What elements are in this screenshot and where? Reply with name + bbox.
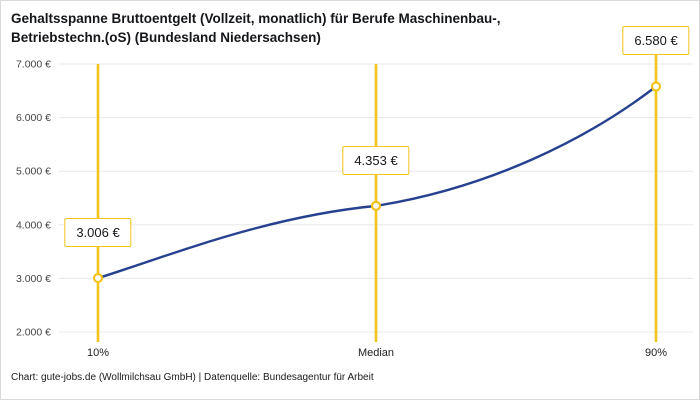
value-label-p90: 6.580 €	[622, 26, 690, 56]
x-tick-label: Median	[358, 347, 394, 359]
y-tick-label: 6.000 €	[16, 112, 51, 124]
y-tick-label: 2.000 €	[16, 326, 51, 338]
value-label-p10: 3.006 €	[64, 217, 132, 247]
data-point-marker	[370, 200, 382, 211]
y-tick-label: 7.000 €	[16, 58, 51, 70]
chart-credit: Chart: gute-jobs.de (Wollmilchsau GmbH) …	[11, 371, 374, 383]
data-point-marker	[92, 272, 104, 283]
y-tick-label: 4.000 €	[16, 219, 51, 231]
x-tick-label: 90%	[645, 347, 667, 359]
line-chart: 2.000 € 3.000 € 4.000 € 5.000 € 6.000 € 7.000…	[16, 51, 693, 359]
x-tick-label: 10%	[87, 347, 109, 359]
value-label-median: 4.353 €	[342, 145, 410, 175]
y-tick-label: 3.000 €	[16, 273, 51, 285]
data-point-marker	[650, 81, 662, 92]
chart-area: 2.000 € 3.000 € 4.000 € 5.000 € 6.000 € 7.000…	[1, 26, 699, 366]
y-tick-label: 5.000 €	[16, 165, 51, 177]
chart-title: Gehaltsspanne Bruttoentgelt (Vollzeit, m…	[11, 11, 501, 45]
